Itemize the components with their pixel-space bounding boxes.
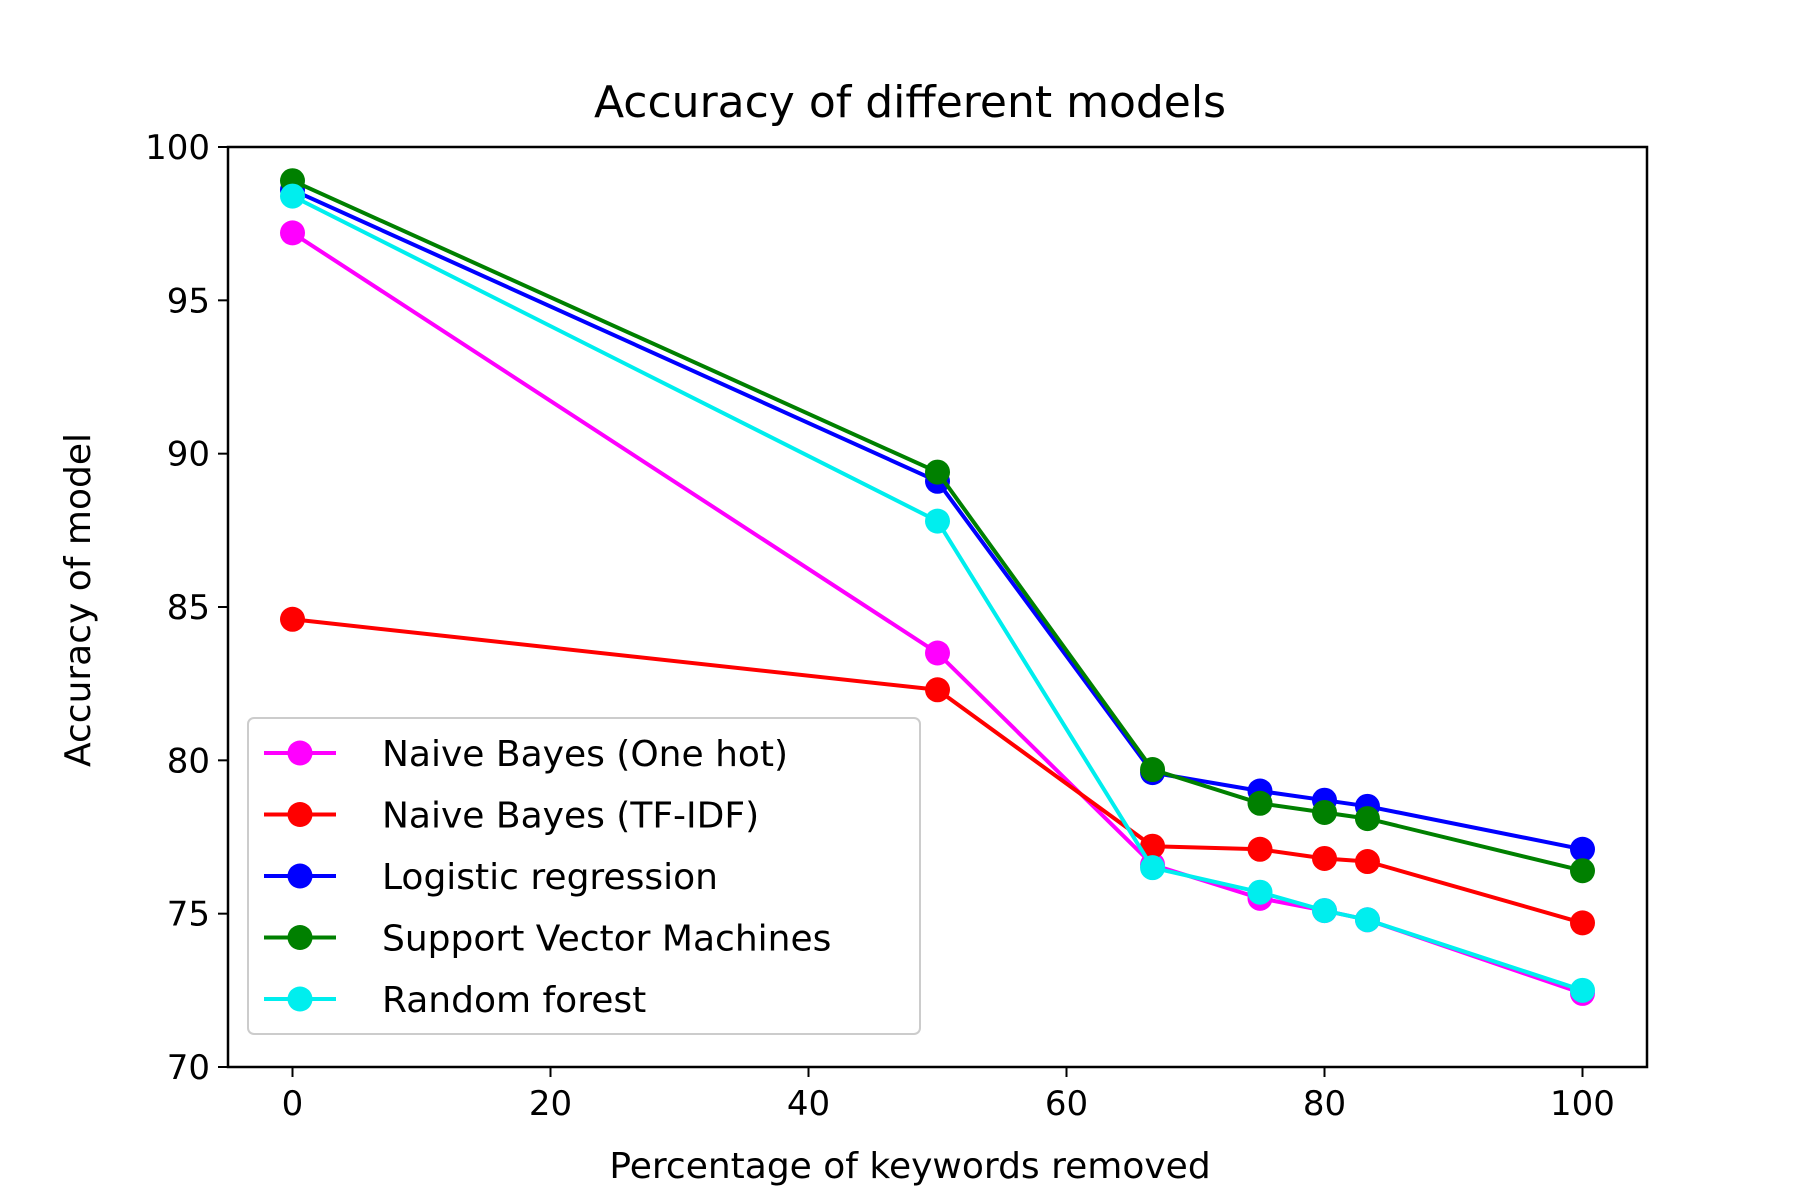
data-point [1140, 757, 1166, 783]
legend: Naive Bayes (One hot) Naive Bayes (TF-IDF… [247, 717, 921, 1035]
data-point [1570, 858, 1595, 884]
plot-frame [226, 145, 1649, 1069]
y-tick-label: 70 [167, 1048, 210, 1088]
series-2 [280, 606, 1595, 936]
axis-ticks: 0 20 40 60 80 100 70 75 80 85 90 95 100 [145, 128, 1615, 1124]
x-tick-label: 40 [787, 1084, 830, 1124]
y-axis-label: Accuracy of model [58, 433, 99, 767]
data-point [1570, 977, 1595, 1003]
legend-label: Logistic regression [382, 857, 718, 898]
y-tick-label: 90 [167, 435, 210, 475]
x-tick-label: 20 [529, 1084, 572, 1124]
data-point [280, 220, 305, 246]
legend-marker [287, 740, 313, 766]
y-tick-label: 80 [167, 741, 210, 781]
series-4 [280, 168, 1595, 884]
chart-title: Accuracy of different models [594, 77, 1226, 128]
data-point [925, 677, 950, 703]
legend-item: Random forest [264, 980, 646, 1021]
series-layer [280, 168, 1595, 1006]
data-point [1312, 898, 1337, 924]
x-tick-label: 100 [1550, 1084, 1615, 1124]
data-point [1570, 910, 1595, 936]
y-tick-label: 95 [167, 281, 210, 321]
data-point [1247, 790, 1273, 816]
legend-label: Naive Bayes (TF-IDF) [382, 796, 759, 837]
legend-marker [287, 986, 313, 1012]
data-point [1247, 836, 1273, 862]
legend-item: Naive Bayes (One hot) [264, 734, 788, 775]
x-tick-label: 80 [1303, 1084, 1346, 1124]
legend-item: Support Vector Machines [264, 919, 831, 960]
x-tick-label: 0 [282, 1084, 304, 1124]
y-tick-label: 85 [167, 588, 210, 628]
data-point [925, 459, 950, 485]
legend-label: Random forest [382, 980, 646, 1021]
data-point [280, 183, 305, 209]
data-point [1312, 845, 1337, 871]
legend-item: Logistic regression [264, 857, 718, 898]
legend-marker [287, 925, 313, 950]
data-point [1354, 849, 1380, 875]
legend-item: Naive Bayes (TF-IDF) [264, 796, 759, 837]
data-point [1140, 833, 1166, 859]
data-point [1354, 907, 1380, 933]
data-point [1354, 806, 1380, 832]
x-tick-label: 60 [1045, 1084, 1088, 1124]
legend-label: Support Vector Machines [382, 919, 831, 960]
legend-marker [287, 863, 313, 889]
legend-box [247, 717, 921, 1035]
series-5 [280, 183, 1595, 1003]
data-point [1570, 836, 1595, 862]
data-point [925, 508, 950, 534]
data-point [280, 606, 305, 632]
data-point [1247, 879, 1273, 905]
y-tick-label: 100 [145, 128, 210, 168]
data-point [1140, 855, 1166, 881]
legend-marker [287, 802, 313, 827]
data-point [1312, 799, 1337, 825]
legend-label: Naive Bayes (One hot) [382, 734, 788, 775]
data-point [925, 640, 950, 666]
y-tick-label: 75 [167, 895, 210, 935]
x-axis-label: Percentage of keywords removed [609, 1146, 1210, 1187]
